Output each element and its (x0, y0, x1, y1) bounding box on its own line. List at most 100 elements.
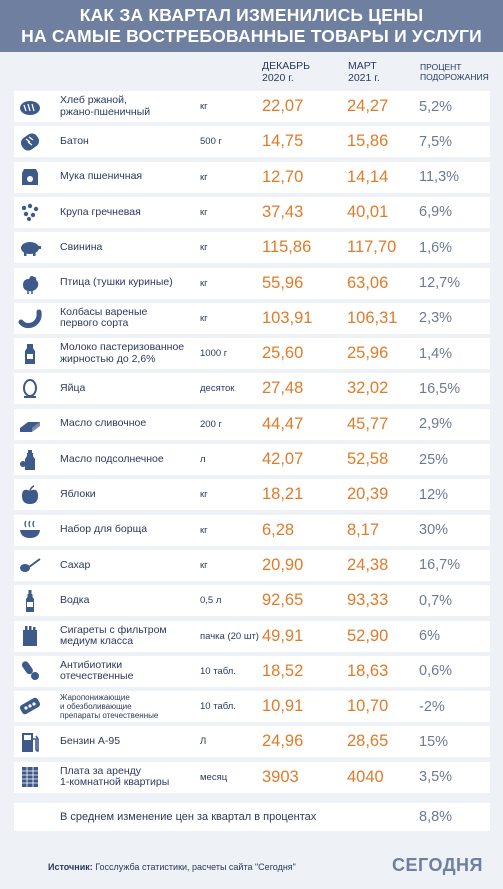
item-unit: кг (200, 559, 208, 571)
price-increase-percent: 6,9% (419, 204, 453, 221)
item-unit: 10 табл. (200, 665, 236, 677)
table-row: Яйца десяток 27,48 32,02 16,5% (14, 373, 490, 405)
price-march: 52,58 (347, 450, 389, 468)
item-unit: кг (200, 206, 208, 218)
price-march: 24,27 (347, 97, 389, 115)
item-unit: кг (200, 312, 208, 324)
item-unit: пачка (20 шт) (200, 630, 259, 642)
price-march: 45,77 (347, 414, 389, 433)
item-unit: кг (200, 101, 208, 112)
price-march: 40,01 (347, 202, 389, 221)
item-name: Жаропонижающие и обезболивающие препарат… (60, 693, 159, 721)
price-december: 18,52 (262, 661, 304, 680)
item-name: Мука пшеничная (60, 170, 143, 183)
source-label: Источник: (48, 862, 93, 872)
price-december: 24,96 (262, 732, 304, 751)
table-row: Мука пшеничная кг 12,70 14,14 11,3% (14, 161, 490, 193)
price-march: 117,70 (347, 238, 397, 257)
table-row: Водка 0,5 л 92,65 93,33 0,7% (14, 585, 490, 617)
item-name: Колбасы вареные первого сорта (60, 305, 148, 330)
table-row: Колбасы вареные первого сорта кг 103,91 106… (14, 302, 490, 334)
item-unit: кг (200, 489, 208, 501)
table-row: Птица (тушки куриные) кг 55,96 63,06 12,7% (14, 267, 490, 299)
item-unit: 200 г (200, 418, 222, 430)
item-name: Крупа гречневая (60, 205, 141, 218)
price-march: 24,38 (347, 555, 389, 574)
average-row: В среднем изменение цен за квартал в про… (14, 803, 490, 831)
egg-icon (18, 377, 42, 400)
oil-bottle-icon (18, 448, 42, 471)
price-march: 14,14 (347, 167, 389, 186)
column-header-percent-line2: ПОДОРОЖАНИЯ (420, 72, 489, 82)
price-december: 25,60 (262, 344, 304, 363)
soup-bowl-icon (18, 519, 42, 542)
price-march: 8,17 (347, 520, 380, 539)
column-header-percent: ПРОЦЕНТ ПОДОРОЖАНИЯ (420, 62, 489, 82)
item-name: Масло подсолнечное (60, 452, 164, 465)
column-header-december: ДЕКАБРЬ 2020 г. (262, 60, 310, 84)
price-increase-percent: 16,7% (419, 557, 461, 574)
price-increase-percent: 5,2% (419, 98, 453, 115)
item-unit: месяц (200, 771, 228, 783)
price-increase-percent: 0,7% (419, 592, 453, 609)
price-increase-percent: 1,4% (419, 345, 453, 362)
column-header-percent-line1: ПРОЦЕНТ (420, 62, 462, 72)
price-march: 28,65 (347, 732, 389, 751)
price-december: 12,70 (262, 167, 304, 186)
column-header-march: МАРТ 2021 г. (348, 60, 380, 84)
item-name: Молоко пастеризованное жирностью до 2,6% (60, 341, 185, 365)
price-december: 44,47 (262, 414, 304, 433)
header-title-line1: КАК ЗА КВАРТАЛ ИЗМЕНИЛИСЬ ЦЕНЫ (79, 5, 424, 25)
butter-icon (18, 413, 42, 436)
table-row: Набор для борща кг 6,28 8,17 30% (14, 514, 490, 546)
pig-icon (18, 236, 42, 259)
column-header-december-line2: 2020 г. (262, 72, 294, 84)
price-increase-percent: 30% (419, 522, 449, 539)
column-header-march-line1: МАРТ (348, 60, 377, 72)
table-row: Хлеб ржаной, ржано-пшеничный кг 22,07 24,27… (14, 91, 490, 122)
bread-icon (18, 95, 42, 118)
table-row: Плата за аренду 1-комнатной квартиры меся… (14, 761, 490, 793)
apple-icon (18, 483, 42, 506)
table-row: Сахар кг 20,90 24,38 16,7% (14, 549, 490, 581)
price-increase-percent: 12,7% (419, 275, 461, 291)
table-row: Антибиотики отечественные 10 табл. 18,52 18… (14, 655, 490, 687)
flour-bag-icon (18, 166, 42, 189)
item-name: Яйца (60, 382, 86, 395)
price-december: 14,75 (262, 132, 304, 151)
price-march: 106,31 (347, 308, 398, 327)
price-increase-percent: 7,5% (419, 133, 453, 150)
sausage-icon (18, 307, 42, 330)
price-december: 18,21 (262, 485, 304, 504)
price-increase-percent: -2% (419, 698, 445, 715)
chicken-icon (18, 272, 42, 295)
price-december: 3903 (262, 767, 299, 786)
price-december: 42,07 (262, 450, 304, 468)
cigarette-pack-icon (18, 625, 42, 648)
price-december: 55,96 (262, 273, 304, 292)
vodka-bottle-icon (18, 589, 42, 612)
price-december: 10,91 (262, 697, 304, 716)
building-icon (18, 766, 42, 789)
price-march: 4040 (347, 767, 384, 786)
price-increase-percent: 1,6% (419, 239, 453, 256)
price-increase-percent: 6% (419, 628, 440, 644)
price-december: 92,65 (262, 591, 304, 610)
sugar-spoon-icon (18, 554, 42, 577)
milk-icon (18, 342, 42, 365)
item-name: Сахар (60, 558, 91, 571)
item-unit: 10 табл. (200, 701, 236, 713)
price-increase-percent: 15% (419, 733, 449, 750)
table-row: Свинина кг 115,86 117,70 1,6% (14, 232, 490, 264)
price-increase-percent: 25% (419, 451, 449, 468)
item-name: Хлеб ржаной, ржано-пшеничный (60, 94, 151, 118)
column-header-march-line2: 2021 г. (348, 72, 380, 84)
item-unit: кг (200, 242, 208, 254)
price-increase-percent: 3,5% (419, 769, 453, 786)
fuel-pump-icon (18, 730, 42, 753)
price-march: 10,70 (347, 697, 389, 716)
item-name: Птица (тушки куриные) (60, 276, 173, 289)
price-march: 25,96 (347, 344, 389, 363)
loaf-icon (18, 130, 42, 153)
price-march: 52,90 (347, 626, 389, 645)
